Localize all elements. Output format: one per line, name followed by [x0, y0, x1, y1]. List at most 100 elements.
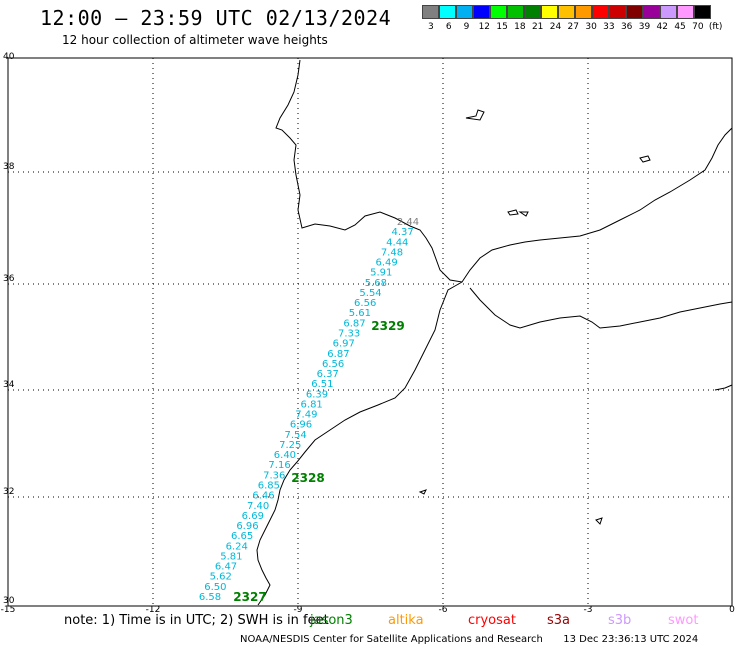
wave-height-label: 7.16: [268, 460, 290, 471]
satellite-label-s3a: s3a: [547, 613, 571, 628]
wave-height-label: 7.36: [263, 470, 285, 481]
legend-label: 70: [692, 22, 704, 32]
wave-height-label: 6.49: [375, 258, 397, 269]
wave-height-label: 6.96: [290, 420, 312, 431]
timestamp-text: 13 Dec 23:36:13 UTC 2024: [563, 634, 699, 645]
wave-height-label: 5.54: [359, 288, 381, 299]
wave-height-label: 6.51: [311, 379, 333, 390]
wave-height-label: 6.24: [226, 541, 248, 552]
island-minor-5: [595, 517, 603, 525]
satellite-label-cryosat: cryosat: [468, 613, 516, 628]
map-subtitle: 12 hour collection of altimeter wave hei…: [62, 33, 328, 47]
color-legend: [422, 5, 711, 19]
lon-tick-label: -9: [294, 605, 303, 615]
legend-swatch: [473, 5, 490, 19]
legend-label: 15: [496, 22, 508, 32]
coastline-north-africa: [469, 287, 733, 329]
island-minor-4: [418, 489, 427, 495]
legend-swatch: [694, 5, 711, 19]
island-minor-6: [714, 384, 733, 391]
legend-label: 21: [531, 22, 544, 32]
wave-height-label: 4.44: [386, 237, 408, 248]
legend-swatch: [558, 5, 575, 19]
map-frame: [7, 57, 733, 607]
color-legend-labels: 3 6 9 12 15 18 21 24 27 30 33 36 39 42 45 70 (ft): [422, 22, 725, 32]
wave-height-label: 6.50: [204, 582, 226, 593]
legend-label: 33: [603, 22, 615, 32]
legend-label: (ft): [708, 22, 723, 32]
wave-height-label: 6.58: [199, 592, 221, 603]
coastline-morocco: [256, 281, 463, 606]
credit-text: NOAA/NESDIS Center for Satellite Applica…: [240, 634, 543, 645]
lon-tick-label: -12: [146, 605, 161, 615]
wave-height-label: 7.25: [279, 440, 301, 451]
wave-height-label: 6.87: [327, 349, 349, 360]
legend-swatch: [626, 5, 643, 19]
island-minor-3: [465, 109, 485, 121]
wave-height-label: 7.54: [284, 430, 306, 441]
wave-height-label: 7.40: [247, 501, 269, 512]
wave-height-label: 6.97: [333, 339, 355, 350]
satellite-label-s3b: s3b: [608, 613, 632, 628]
wave-height-label: 6.81: [301, 399, 323, 410]
wave-height-label: 4.37: [392, 227, 414, 238]
note-text: note: 1) Time is in UTC; 2) SWH is in fe…: [64, 613, 329, 628]
legend-swatch: [439, 5, 456, 19]
lon-tick-label: -15: [1, 605, 16, 615]
wave-height-label: 7.33: [338, 328, 360, 339]
legend-label: 18: [514, 22, 526, 32]
wave-height-label: 6.40: [274, 450, 296, 461]
legend-swatch: [660, 5, 677, 19]
wave-height-label: 5.68: [365, 278, 387, 289]
legend-label: 3: [428, 22, 434, 32]
wave-height-label: 5.61: [349, 308, 371, 319]
lat-tick-label: 34: [3, 380, 15, 390]
satellite-label-swot: swot: [668, 613, 699, 628]
wave-height-label: 6.46: [252, 491, 274, 502]
legend-swatch: [575, 5, 592, 19]
wave-height-label: 5.62: [210, 572, 232, 583]
wave-height-label: 7.48: [381, 247, 403, 258]
wave-height-label: 6.37: [317, 369, 339, 380]
legend-swatch: [456, 5, 473, 19]
legend-label: 24: [549, 22, 562, 32]
legend-swatch: [677, 5, 694, 19]
satellite-label-jason3: jason3: [310, 613, 353, 628]
wave-height-label: 5.81: [220, 551, 242, 562]
legend-label: 27: [567, 22, 579, 32]
legend-label: 6: [445, 22, 452, 32]
legend-label: 12: [478, 22, 491, 32]
wave-height-label: 6.56: [354, 298, 376, 309]
legend-label: 36: [620, 22, 633, 32]
wave-height-label: 6.96: [236, 521, 258, 532]
wave-height-label: 6.56: [322, 359, 344, 370]
wave-height-label: 6.85: [258, 481, 280, 492]
legend-label: 45: [674, 22, 686, 32]
legend-label: 9: [463, 22, 470, 32]
lon-tick-label: -6: [439, 605, 448, 615]
wave-height-label: 6.65: [231, 531, 253, 542]
lat-tick-label: 40: [3, 52, 15, 62]
legend-label: 39: [638, 22, 651, 32]
axis-labels: 40 38 36 34 32 30-15 -12 -9 -6 -3 0: [1, 52, 735, 615]
island-balearic: [639, 155, 651, 163]
wave-height-label: 6.47: [215, 562, 237, 573]
lon-tick-label: -3: [584, 605, 593, 615]
legend-swatch: [507, 5, 524, 19]
legend-label: 42: [656, 22, 668, 32]
island-minor-1: [507, 209, 519, 216]
altimeter-track: 2.444.374.447.486.495.915.685.546.565.61…: [199, 217, 419, 604]
wave-height-label: 5.91: [370, 268, 392, 279]
pass-number-label: 2329: [371, 319, 404, 333]
lat-tick-label: 32: [3, 487, 14, 497]
wave-height-label: 6.69: [242, 511, 264, 522]
legend-swatch: [643, 5, 660, 19]
graticule: [8, 58, 732, 606]
wave-height-label: 6.87: [343, 318, 365, 329]
legend-swatch: [524, 5, 541, 19]
legend-swatch: [541, 5, 558, 19]
pass-number-label: 2328: [291, 471, 324, 485]
coastline-iberia: [275, 59, 733, 283]
lat-tick-label: 30: [3, 596, 15, 606]
